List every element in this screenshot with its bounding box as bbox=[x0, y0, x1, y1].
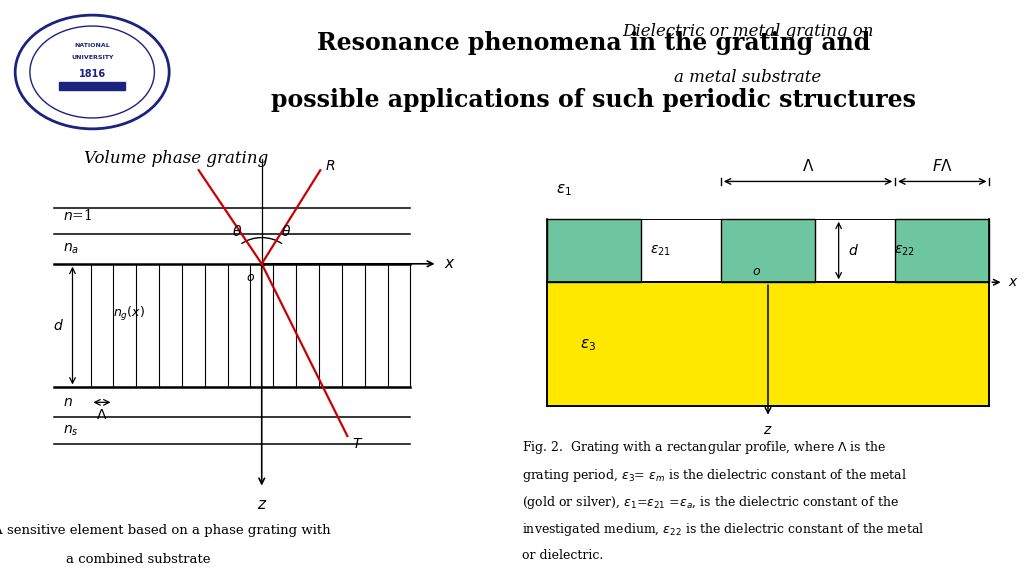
Text: $z$: $z$ bbox=[763, 423, 773, 437]
Text: NATIONAL: NATIONAL bbox=[75, 43, 110, 48]
Text: a combined substrate: a combined substrate bbox=[66, 553, 211, 566]
Text: $\theta$: $\theta$ bbox=[282, 225, 292, 240]
Text: $n_s$: $n_s$ bbox=[63, 423, 79, 438]
Text: $n$=1: $n$=1 bbox=[63, 207, 93, 223]
Text: a metal substrate: a metal substrate bbox=[674, 69, 821, 86]
Text: Volume phase grating: Volume phase grating bbox=[84, 150, 268, 166]
Text: $x$: $x$ bbox=[444, 257, 456, 271]
Polygon shape bbox=[59, 82, 125, 90]
Text: $o$: $o$ bbox=[246, 271, 255, 285]
Text: $\varepsilon_1$: $\varepsilon_1$ bbox=[556, 182, 572, 198]
Text: investigated medium, $\varepsilon_{22}$ is the dielectric constant of the metal: investigated medium, $\varepsilon_{22}$ … bbox=[522, 521, 925, 539]
Text: grating period, $\varepsilon_3$= $\varepsilon_m$ is the dielectric constant of t: grating period, $\varepsilon_3$= $\varep… bbox=[522, 467, 907, 484]
Bar bbox=[895, 219, 989, 282]
Text: $x$: $x$ bbox=[1009, 275, 1019, 289]
Text: $n_a$: $n_a$ bbox=[63, 242, 80, 256]
Bar bbox=[547, 282, 989, 406]
Text: or dielectric.: or dielectric. bbox=[522, 548, 603, 562]
Text: $\Lambda$: $\Lambda$ bbox=[96, 408, 108, 422]
Text: $\theta$: $\theta$ bbox=[231, 225, 242, 240]
Text: Dielectric or metal grating on: Dielectric or metal grating on bbox=[622, 23, 873, 40]
Text: $d$: $d$ bbox=[848, 243, 859, 258]
Text: $\varepsilon_{21}$: $\varepsilon_{21}$ bbox=[650, 243, 671, 257]
Text: $o$: $o$ bbox=[752, 265, 761, 278]
Text: possible applications of such periodic structures: possible applications of such periodic s… bbox=[271, 88, 916, 112]
Text: $\varepsilon_{22}$: $\varepsilon_{22}$ bbox=[894, 243, 915, 257]
Text: $d$: $d$ bbox=[52, 318, 63, 333]
Text: $\varepsilon_3$: $\varepsilon_3$ bbox=[580, 338, 596, 354]
Text: $F\Lambda$: $F\Lambda$ bbox=[932, 158, 952, 174]
Bar bbox=[547, 219, 641, 282]
Text: (gold or silver), $\varepsilon_1$=$\varepsilon_{21}$ =$\varepsilon_a$, is the di: (gold or silver), $\varepsilon_1$=$\vare… bbox=[522, 494, 899, 511]
Text: $T$: $T$ bbox=[352, 437, 364, 450]
Text: Fig. 2.  Grating with a rectangular profile, where $\Lambda$ is the: Fig. 2. Grating with a rectangular profi… bbox=[522, 439, 887, 456]
Text: UNIVERSITY: UNIVERSITY bbox=[71, 55, 114, 60]
Text: 1816: 1816 bbox=[79, 70, 105, 79]
Text: $n$: $n$ bbox=[63, 395, 74, 410]
Text: $R$: $R$ bbox=[325, 160, 335, 173]
Text: $n_g(x)$: $n_g(x)$ bbox=[113, 305, 145, 323]
Text: $z$: $z$ bbox=[257, 498, 267, 512]
Text: $\Lambda$: $\Lambda$ bbox=[802, 158, 814, 174]
Bar bbox=[721, 219, 815, 282]
Text: Fig. 1. A sensitive element based on a phase grating with: Fig. 1. A sensitive element based on a p… bbox=[0, 524, 331, 537]
Text: Resonance phenomena in the grating and: Resonance phenomena in the grating and bbox=[317, 31, 870, 55]
